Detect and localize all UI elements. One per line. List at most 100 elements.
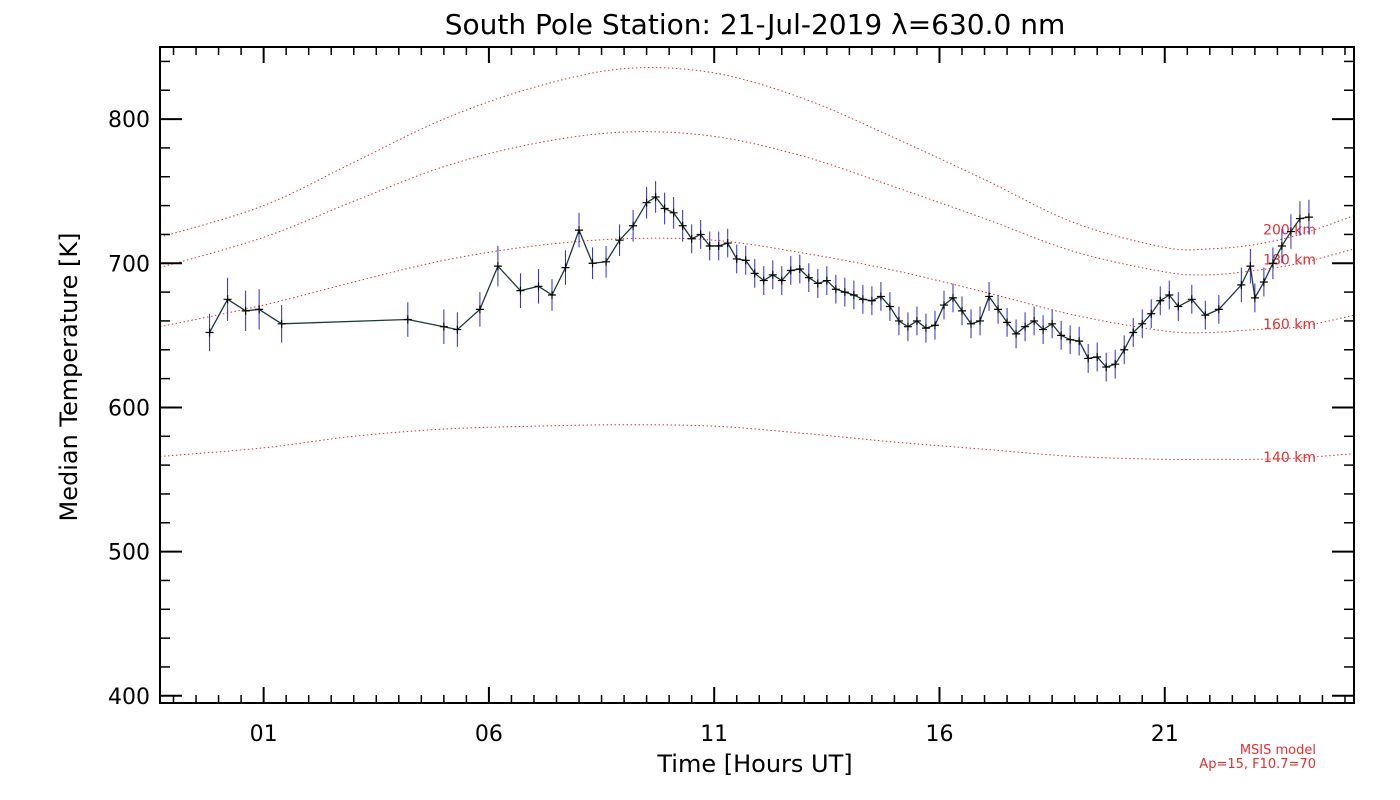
x-axis-label: Time [Hours UT] <box>656 750 852 778</box>
data-point <box>651 192 660 201</box>
data-point <box>759 276 768 285</box>
data-point <box>1084 354 1093 363</box>
data-point <box>912 316 921 325</box>
data-point <box>994 305 1003 314</box>
y-tick-label: 600 <box>108 396 150 421</box>
data-point <box>660 204 669 213</box>
data-point <box>1093 352 1102 361</box>
x-tick-label: 01 <box>250 722 278 747</box>
data-point <box>1021 322 1030 331</box>
data-point <box>516 286 525 295</box>
data-point <box>1187 295 1196 304</box>
data-point <box>813 279 822 288</box>
x-tick-label: 11 <box>700 722 728 747</box>
data-point <box>840 288 849 297</box>
data-point <box>1277 241 1286 250</box>
data-point <box>1201 311 1210 320</box>
data-point <box>967 319 976 328</box>
data-point <box>1268 259 1277 268</box>
data-point <box>985 292 994 301</box>
data-point <box>669 208 678 217</box>
y-axis-label: Median Temperature [K] <box>55 232 83 521</box>
model-curve-1 <box>159 131 1355 276</box>
data-point <box>768 270 777 279</box>
x-tick-label: 06 <box>475 722 503 747</box>
data-point <box>786 266 795 275</box>
data-point <box>958 306 967 315</box>
data-point <box>921 324 930 333</box>
data-point <box>858 295 867 304</box>
data-point <box>588 259 597 268</box>
data-point <box>1030 316 1039 325</box>
data-point <box>1111 360 1120 369</box>
data-point <box>687 234 696 243</box>
data-point <box>1295 214 1304 223</box>
data-point <box>1003 318 1012 327</box>
model-curve-2 <box>159 237 1355 334</box>
x-tick-label: 21 <box>1151 722 1179 747</box>
data-point <box>223 295 232 304</box>
data-point <box>804 273 813 282</box>
data-point <box>777 276 786 285</box>
data-point <box>976 316 985 325</box>
data-point <box>403 315 412 324</box>
data-point <box>1057 331 1066 340</box>
data-point <box>629 221 638 230</box>
data-point <box>453 325 462 334</box>
data-point <box>831 285 840 294</box>
data-point <box>602 257 611 266</box>
data-point <box>867 296 876 305</box>
data-point <box>885 302 894 311</box>
data-point <box>1066 335 1075 344</box>
data-point <box>1048 319 1057 328</box>
model-curve-3 <box>159 424 1355 461</box>
data-point <box>1237 280 1246 289</box>
model-note-line-1: MSIS model <box>1240 743 1316 758</box>
data-point <box>948 293 957 302</box>
data-markers <box>205 192 1313 372</box>
data-point <box>642 198 651 207</box>
y-tick-label: 700 <box>108 252 150 277</box>
data-point <box>575 226 584 235</box>
y-tick-label: 400 <box>108 685 150 710</box>
data-point <box>1259 278 1268 287</box>
data-point <box>1156 296 1165 305</box>
data-point <box>903 322 912 331</box>
tick-labels: 01 06 11 16 21 400 500 600 700 800 <box>108 108 1179 747</box>
axis-ticks <box>160 47 1354 703</box>
data-series-line <box>208 196 1310 368</box>
data-point <box>1250 293 1259 302</box>
data-point <box>894 316 903 325</box>
y-tick-label: 500 <box>108 541 150 566</box>
model-note-line-2: Ap=15, F10.7=70 <box>1199 757 1316 772</box>
data-point <box>1138 319 1147 328</box>
data-point <box>1012 329 1021 338</box>
data-point <box>1174 302 1183 311</box>
data-point <box>732 254 741 263</box>
data-point <box>939 301 948 310</box>
data-point <box>255 305 264 314</box>
data-point <box>277 319 286 328</box>
data-point <box>1039 325 1048 334</box>
data-point <box>534 282 543 291</box>
data-point <box>1129 328 1138 337</box>
data-point <box>849 290 858 299</box>
y-tick-label: 800 <box>108 108 150 133</box>
model-curve-label: 160 km <box>1263 317 1316 333</box>
data-point <box>439 322 448 331</box>
data-point <box>1165 290 1174 299</box>
data-point <box>493 262 502 271</box>
data-point <box>678 221 687 230</box>
data-point <box>547 290 556 299</box>
chart-title: South Pole Station: 21-Jul-2019 λ=630.0 … <box>445 8 1066 41</box>
data-point <box>205 328 214 337</box>
plot-frame <box>159 46 1355 704</box>
model-curve-label: 200 km <box>1263 223 1316 239</box>
model-curve-label: 140 km <box>1263 450 1316 466</box>
data-point <box>1214 305 1223 314</box>
data-point <box>241 306 250 315</box>
data-point <box>1304 213 1313 222</box>
data-point <box>741 256 750 265</box>
data-point <box>930 321 939 330</box>
